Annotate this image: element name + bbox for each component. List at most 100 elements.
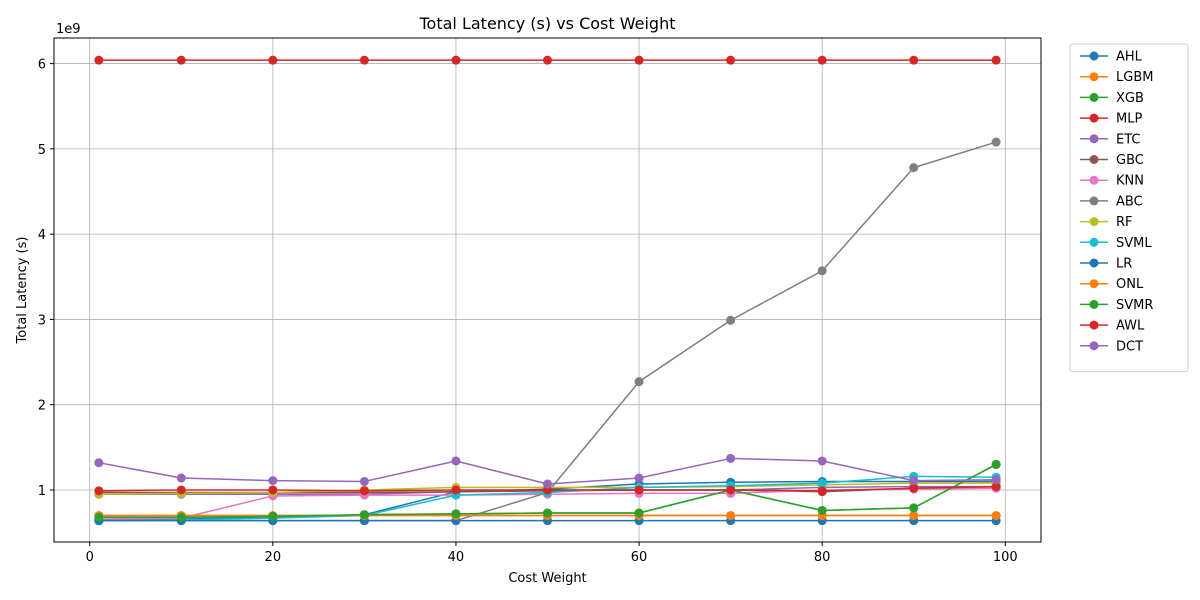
legend-label-lgbm: LGBM bbox=[1116, 70, 1153, 85]
y-axis-ticks: 1 2 3 4 5 6 bbox=[38, 58, 54, 499]
chart-title: Total Latency (s) vs Cost Weight bbox=[419, 14, 676, 33]
legend-label-rf: RF bbox=[1116, 215, 1133, 230]
legend-label-svml: SVML bbox=[1116, 236, 1152, 251]
legend-marker-svmr bbox=[1089, 299, 1099, 309]
legend-item-awl: AWL bbox=[1080, 319, 1145, 334]
x-tick-label: 80 bbox=[814, 550, 831, 565]
data-point-dct bbox=[451, 456, 461, 466]
legend-marker-onl bbox=[1089, 279, 1099, 289]
data-point-svmr bbox=[543, 508, 552, 518]
data-point-abc bbox=[817, 266, 827, 276]
data-point-dct bbox=[94, 458, 104, 468]
data-point-awl bbox=[991, 482, 1001, 492]
legend-label-gbc: GBC bbox=[1116, 153, 1144, 168]
legend-label-knn: KNN bbox=[1116, 174, 1144, 189]
legend-marker-awl bbox=[1089, 320, 1099, 330]
x-tick-label: 40 bbox=[448, 550, 465, 565]
series-abc bbox=[94, 137, 1001, 526]
data-point-dct bbox=[359, 476, 369, 486]
data-point-dct bbox=[991, 475, 1001, 485]
data-point-dct bbox=[268, 476, 278, 486]
data-point-svmr bbox=[634, 508, 644, 518]
data-point-mlp bbox=[726, 55, 736, 65]
x-tick-label: 60 bbox=[631, 550, 648, 565]
data-point-awl bbox=[176, 485, 186, 495]
y-axis-offset-text: 1e9 bbox=[56, 22, 81, 37]
data-point-mlp bbox=[543, 55, 552, 65]
legend-label-etc: ETC bbox=[1116, 132, 1140, 147]
data-point-abc bbox=[634, 377, 644, 387]
legend-item-xgb: XGB bbox=[1080, 91, 1144, 106]
data-point-awl bbox=[817, 486, 827, 496]
series-line-abc bbox=[98, 141, 997, 522]
x-tick-label: 20 bbox=[265, 550, 282, 565]
y-tick-label: 4 bbox=[38, 228, 46, 243]
data-point-mlp bbox=[634, 55, 644, 65]
data-point-svml bbox=[817, 478, 827, 488]
data-point-mlp bbox=[176, 55, 186, 65]
legend-marker-dct bbox=[1089, 341, 1099, 351]
x-axis-ticks: 0 20 40 60 80 100 bbox=[86, 542, 1018, 565]
data-point-dct bbox=[817, 456, 827, 466]
legend-marker-lgbm bbox=[1089, 72, 1099, 82]
data-point-awl bbox=[359, 486, 369, 496]
data-point-svmr bbox=[176, 512, 186, 522]
y-tick-label: 5 bbox=[38, 143, 46, 158]
data-point-awl bbox=[451, 485, 461, 495]
legend-marker-xgb bbox=[1089, 92, 1099, 102]
data-point-dct bbox=[176, 473, 186, 483]
legend-marker-etc bbox=[1089, 134, 1099, 144]
legend-label-awl: AWL bbox=[1116, 319, 1145, 334]
series-dct bbox=[94, 453, 1001, 489]
legend-label-onl: ONL bbox=[1116, 277, 1144, 292]
data-point-awl bbox=[909, 483, 919, 493]
data-point-awl bbox=[726, 485, 736, 495]
series-awl bbox=[94, 482, 1001, 496]
legend-item-gbc: GBC bbox=[1080, 153, 1144, 168]
data-point-svmr bbox=[451, 509, 461, 519]
legend-item-dct: DCT bbox=[1080, 339, 1143, 354]
y-tick-label: 3 bbox=[38, 313, 46, 328]
grid bbox=[54, 38, 1041, 542]
legend-item-etc: ETC bbox=[1080, 132, 1140, 147]
series-mlp bbox=[94, 55, 1001, 65]
legend-item-mlp: MLP bbox=[1080, 112, 1142, 127]
legend-label-svmr: SVMR bbox=[1116, 298, 1153, 313]
data-point-svmr bbox=[817, 505, 827, 515]
data-point-mlp bbox=[268, 55, 278, 65]
legend-marker-abc bbox=[1089, 196, 1099, 206]
data-point-svmr bbox=[909, 503, 919, 513]
legend-item-lgbm: LGBM bbox=[1080, 70, 1153, 85]
data-point-svmr bbox=[359, 510, 369, 520]
legend-item-abc: ABC bbox=[1080, 194, 1143, 209]
legend-item-lr: LR bbox=[1080, 257, 1132, 272]
legend: AHL LGBM XGB MLP ETC GBC KNN ABC RF SVML LR ONL SVMR… bbox=[1069, 43, 1189, 373]
data-point-mlp bbox=[817, 55, 827, 65]
data-point-mlp bbox=[94, 55, 104, 65]
legend-item-onl: ONL bbox=[1080, 277, 1144, 292]
legend-marker-ahl bbox=[1089, 51, 1099, 61]
y-tick-label: 1 bbox=[38, 484, 46, 499]
data-point-dct bbox=[909, 476, 919, 486]
data-point-onl bbox=[909, 511, 919, 521]
data-point-svmr bbox=[268, 511, 278, 521]
x-axis-label: Cost Weight bbox=[508, 571, 586, 586]
legend-item-svmr: SVMR bbox=[1080, 298, 1153, 313]
legend-marker-gbc bbox=[1089, 155, 1099, 164]
data-point-awl bbox=[634, 485, 644, 495]
legend-label-xgb: XGB bbox=[1116, 91, 1144, 106]
y-axis-label: Total Latency (s) bbox=[15, 237, 30, 345]
data-point-mlp bbox=[359, 55, 369, 65]
data-point-abc bbox=[726, 315, 736, 325]
data-point-dct bbox=[634, 473, 644, 483]
data-point-awl bbox=[94, 486, 104, 496]
legend-marker-mlp bbox=[1089, 113, 1099, 123]
data-point-mlp bbox=[451, 55, 461, 65]
plot-area-frame bbox=[53, 37, 1042, 543]
legend-label-mlp: MLP bbox=[1116, 112, 1142, 127]
legend-item-rf: RF bbox=[1080, 215, 1133, 230]
data-point-abc bbox=[909, 163, 919, 173]
legend-marker-rf bbox=[1089, 217, 1099, 227]
